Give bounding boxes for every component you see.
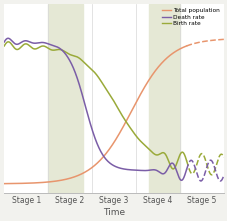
Bar (148, 4, 179, 193)
X-axis label: Time: Time (102, 208, 125, 217)
Legend: Total population, Death rate, Birth rate: Total population, Death rate, Birth rate (160, 7, 220, 28)
Bar (48, 4, 83, 193)
